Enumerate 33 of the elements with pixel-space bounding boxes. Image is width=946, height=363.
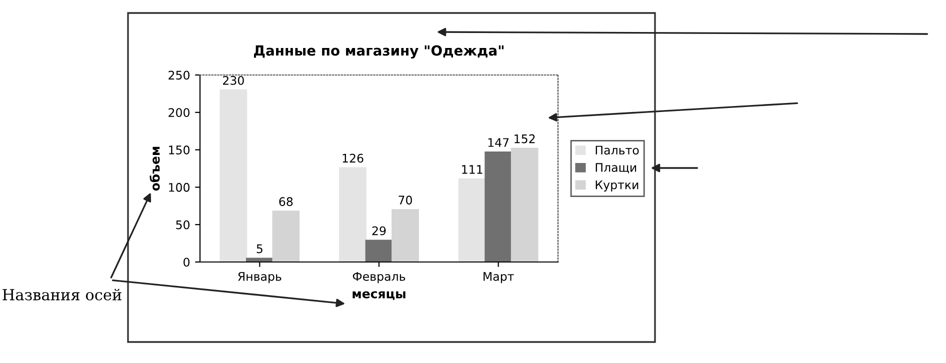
bar: [510, 148, 538, 262]
bar: [392, 209, 419, 262]
x-tick-label: Январь: [238, 272, 282, 284]
data-label: 68: [279, 197, 293, 206]
y-tick-label: 50: [176, 220, 190, 230]
bar: [272, 210, 300, 262]
text: Названия осей: [2, 288, 122, 300]
bar: [458, 178, 486, 262]
y-tick-label: 0: [184, 258, 190, 267]
legend-label: Пальто: [596, 146, 639, 155]
bar: [339, 167, 366, 262]
data-label: 126: [342, 154, 364, 163]
data-label: 111: [462, 165, 482, 174]
data-label: 5: [256, 244, 262, 254]
y-axis-title: объем: [150, 146, 160, 191]
data-label: 152: [514, 134, 535, 144]
y-tick-label: 150: [169, 146, 190, 154]
bar: [365, 240, 393, 262]
bar: [484, 151, 512, 262]
y-tick-label: 250: [168, 70, 190, 80]
legend-label: Куртки: [596, 180, 638, 192]
x-tick-label: Февраль: [352, 272, 406, 284]
data-label: 29: [372, 226, 386, 236]
x-tick-label: Март: [484, 272, 514, 284]
bar: [220, 89, 248, 262]
x-axis-title: месяцы: [352, 291, 406, 300]
chart-title: Данные по магазину "Одежда": [254, 45, 504, 59]
data-label: 70: [398, 196, 412, 205]
y-tick-label: 100: [169, 182, 190, 192]
y-tick-label: 200: [168, 108, 190, 118]
data-label: 230: [223, 76, 244, 85]
legend-label: Плащи: [596, 163, 636, 174]
data-label: 147: [488, 138, 509, 147]
